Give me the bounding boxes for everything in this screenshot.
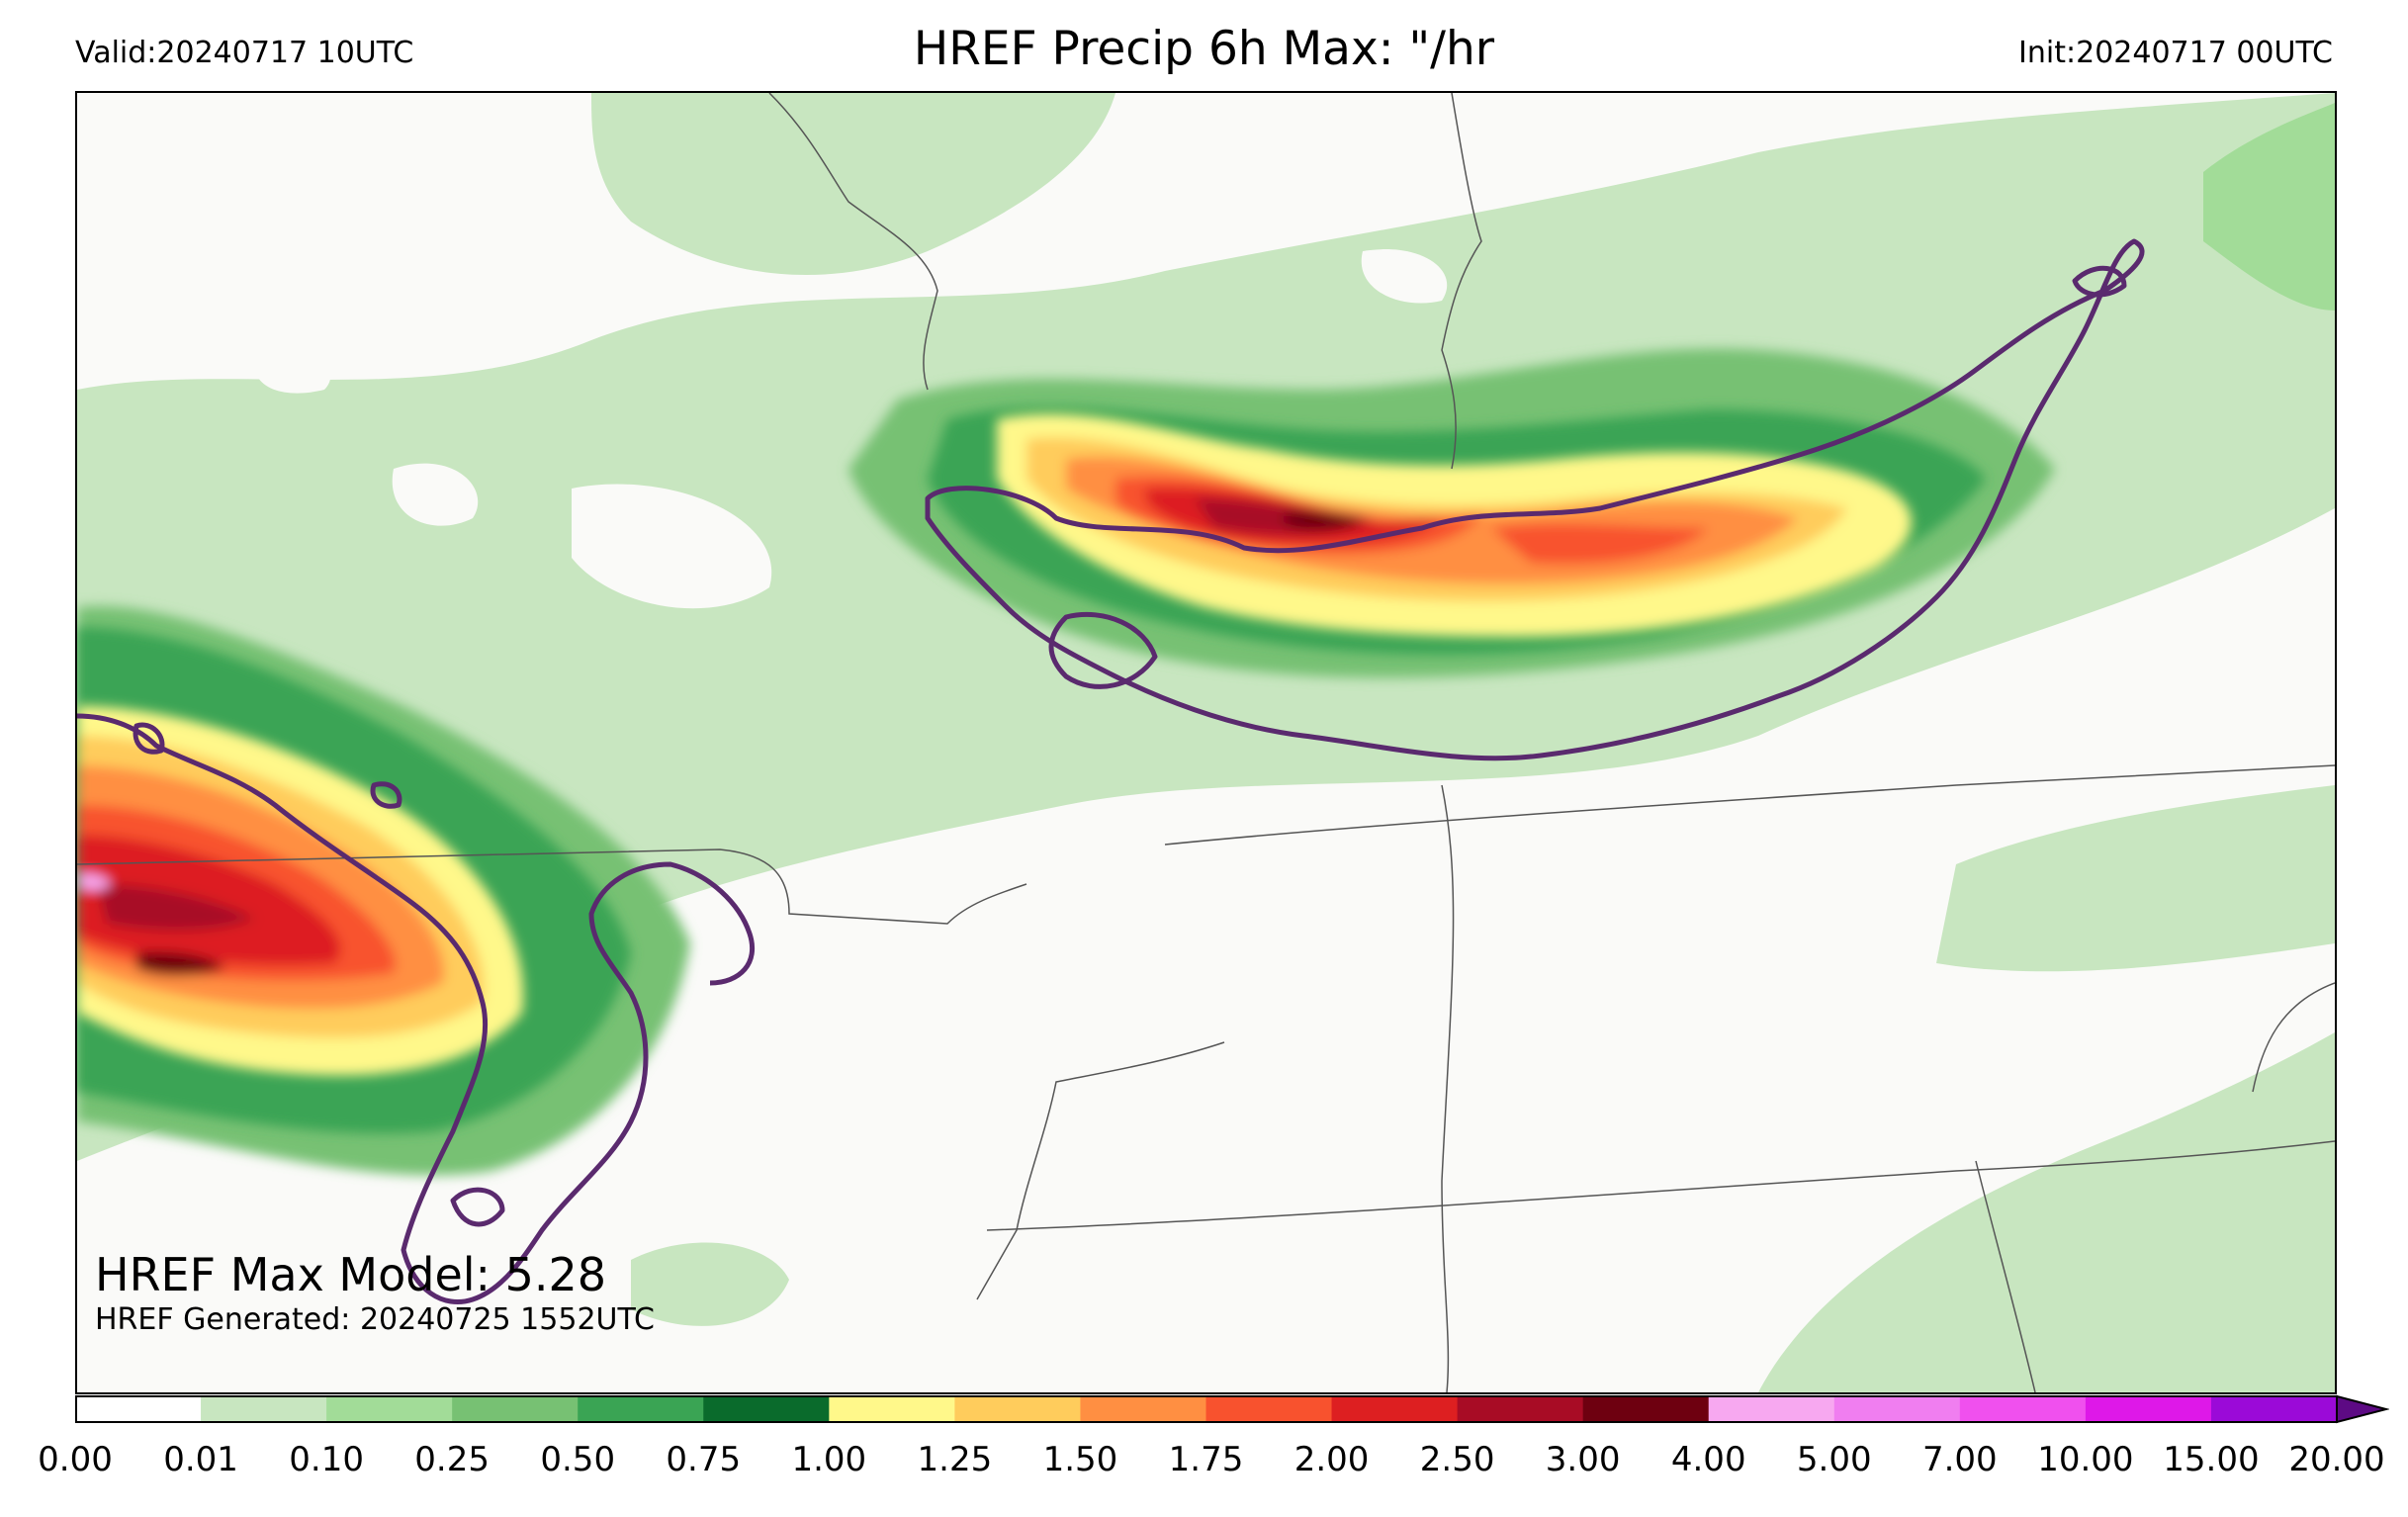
- colorbar-cell: [2210, 1396, 2338, 1422]
- colorbar-cell: [1080, 1396, 1206, 1422]
- map-title: HREF Precip 6h Max: "/hr: [913, 22, 1495, 76]
- state-borders: [77, 93, 2335, 1392]
- colorbar-cell: [1205, 1396, 1333, 1422]
- generated-label: HREF Generated: 20240725 1552UTC: [95, 1302, 656, 1337]
- colorbar: [75, 1394, 2389, 1424]
- colorbar-tick-label: 1.75: [1168, 1440, 1244, 1479]
- colorbar-tick-label: 0.75: [666, 1440, 742, 1479]
- colorbar-cell: [578, 1396, 704, 1422]
- colorbar-cell: [452, 1396, 579, 1422]
- colorbar-cell: [1331, 1396, 1459, 1422]
- colorbar-tick-label: 1.25: [917, 1440, 993, 1479]
- colorbar-cell: [829, 1396, 955, 1422]
- colorbar-tick-label: 2.50: [1419, 1440, 1495, 1479]
- colorbar-cell: [1457, 1396, 1584, 1422]
- colorbar-cell: [75, 1396, 202, 1422]
- colorbar-cell: [326, 1396, 453, 1422]
- init-time-label: Init:20240717 00UTC: [2018, 36, 2333, 70]
- colorbar-tick-label: 0.25: [414, 1440, 491, 1479]
- valid-time-label: Valid:20240717 10UTC: [75, 36, 414, 70]
- probability-contours: [77, 238, 2145, 1305]
- colorbar-tick-label: 7.00: [1921, 1440, 1998, 1479]
- colorbar-cell: [201, 1396, 327, 1422]
- colorbar-tick-label: 10.00: [2037, 1440, 2134, 1479]
- colorbar-cell: [1959, 1396, 2087, 1422]
- colorbar-tick-label: 5.00: [1796, 1440, 1872, 1479]
- colorbar-tick-label: 0.01: [163, 1440, 238, 1479]
- colorbar-extend-arrow: [2336, 1394, 2389, 1424]
- colorbar-tick-label: 20.00: [2288, 1440, 2385, 1479]
- colorbar-tick-label: 0.50: [540, 1440, 616, 1479]
- precip-field-heavy: [77, 413, 1912, 1076]
- colorbar-cell: [954, 1396, 1081, 1422]
- precip-field-gaps: [253, 249, 1827, 1392]
- max-model-label: HREF Max Model: 5.28: [95, 1248, 607, 1301]
- colorbar-tick-label: 1.00: [791, 1440, 867, 1479]
- colorbar-cell: [1833, 1396, 1961, 1422]
- colorbar-tick-label: 0.10: [289, 1440, 364, 1479]
- colorbar-tick-label: 2.00: [1293, 1440, 1370, 1479]
- colorbar-tick-label: 0.00: [38, 1440, 113, 1479]
- colorbar-tick-label: 3.00: [1545, 1440, 1621, 1479]
- precip-map-panel: HREF Max Model: 5.28 HREF Generated: 202…: [75, 91, 2337, 1394]
- colorbar-tick-label: 1.50: [1042, 1440, 1118, 1479]
- precip-field-svg: [77, 93, 2335, 1392]
- colorbar-tick-label: 15.00: [2163, 1440, 2260, 1479]
- colorbar-cell: [1582, 1396, 1710, 1422]
- colorbar-cell: [1708, 1396, 1835, 1422]
- colorbar-tick-label: 4.00: [1670, 1440, 1746, 1479]
- colorbar-cell: [703, 1396, 830, 1422]
- colorbar-cell: [2085, 1396, 2212, 1422]
